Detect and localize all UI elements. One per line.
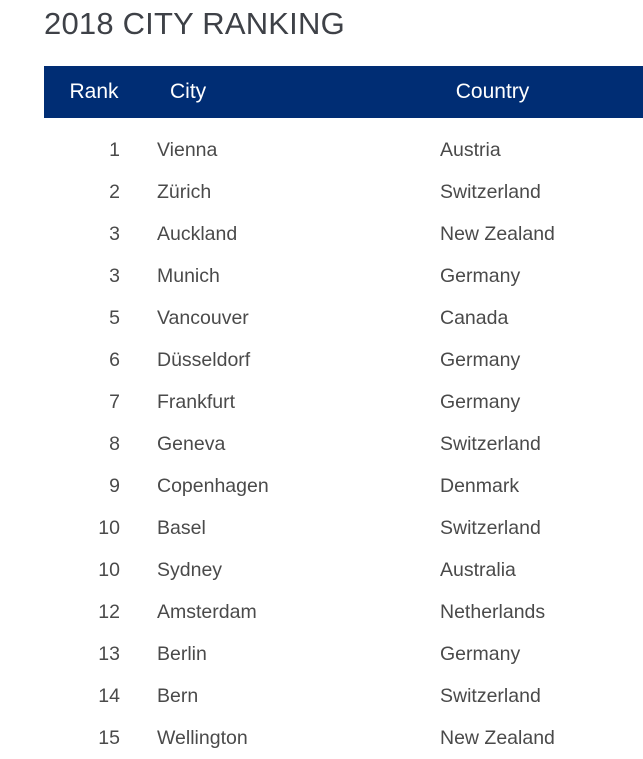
cell-rank: 6 [109,348,120,371]
cell-rank: 1 [109,138,120,161]
cell-country: Denmark [440,474,520,497]
cell-country: New Zealand [440,222,555,245]
cell-country: Austria [440,138,501,161]
cell-country: Switzerland [440,432,541,455]
header-rank: Rank [69,80,119,103]
table-row: 14 Bern Switzerland [44,675,643,717]
cell-country: Germany [440,642,521,665]
table-row: 15 Wellington New Zealand [44,717,643,759]
table-row: 13 Berlin Germany [44,633,643,675]
cell-rank: 14 [98,684,120,707]
cell-rank: 2 [109,180,120,203]
cell-rank: 7 [109,390,120,413]
page-title: 2018 CITY RANKING [44,6,345,41]
cell-rank: 13 [98,642,120,665]
cell-country: Switzerland [440,180,541,203]
cell-rank: 5 [109,306,120,329]
cell-city: Basel [157,516,206,539]
cell-country: Canada [440,306,509,329]
cell-city: Wellington [157,726,248,749]
cell-city: Vancouver [157,306,249,329]
cell-country: Germany [440,390,521,413]
cell-country: Germany [440,348,521,371]
table-row: 10 Basel Switzerland [44,507,643,549]
table-row: 9 Copenhagen Denmark [44,465,643,507]
cell-country: Switzerland [440,516,541,539]
cell-rank: 12 [98,600,120,623]
cell-rank: 10 [98,558,120,581]
cell-country: Netherlands [440,600,546,623]
cell-city: Geneva [157,432,226,455]
cell-city: Amsterdam [157,600,257,623]
cell-city: Sydney [157,558,223,581]
table-row: 1 Vienna Austria [44,129,643,171]
cell-country: New Zealand [440,726,555,749]
cell-city: Auckland [157,222,238,245]
cell-rank: 8 [109,432,120,455]
table-row: 5 Vancouver Canada [44,297,643,339]
cell-rank: 3 [109,222,120,245]
table-header: Rank City Country [44,66,643,118]
cell-rank: 15 [98,726,120,749]
table-row: 2 Zürich Switzerland [44,171,643,213]
table-body: 1 Vienna Austria 2 Zürich Switzerland 3 … [44,118,643,759]
table-row: 12 Amsterdam Netherlands [44,591,643,633]
cell-city: Zürich [157,180,212,203]
table-row: 3 Munich Germany [44,255,643,297]
cell-city: Bern [157,684,199,707]
table-row: 6 Düsseldorf Germany [44,339,643,381]
header-city: City [170,80,207,103]
cell-country: Switzerland [440,684,541,707]
cell-rank: 10 [98,516,120,539]
cell-city: Berlin [157,642,207,665]
cell-country: Germany [440,264,521,287]
cell-country: Australia [440,558,516,581]
table-row: 10 Sydney Australia [44,549,643,591]
table-row: 8 Geneva Switzerland [44,423,643,465]
table-row: 3 Auckland New Zealand [44,213,643,255]
cell-city: Frankfurt [157,390,236,413]
header-country: Country [455,80,530,103]
cell-city: Munich [157,264,220,287]
cell-rank: 3 [109,264,120,287]
cell-city: Copenhagen [157,474,269,497]
cell-rank: 9 [109,474,120,497]
table-row: 7 Frankfurt Germany [44,381,643,423]
cell-city: Vienna [157,138,218,161]
ranking-table: Rank City Country 1 Vienna Austria 2 Zür… [44,66,643,759]
cell-city: Düsseldorf [157,348,251,371]
